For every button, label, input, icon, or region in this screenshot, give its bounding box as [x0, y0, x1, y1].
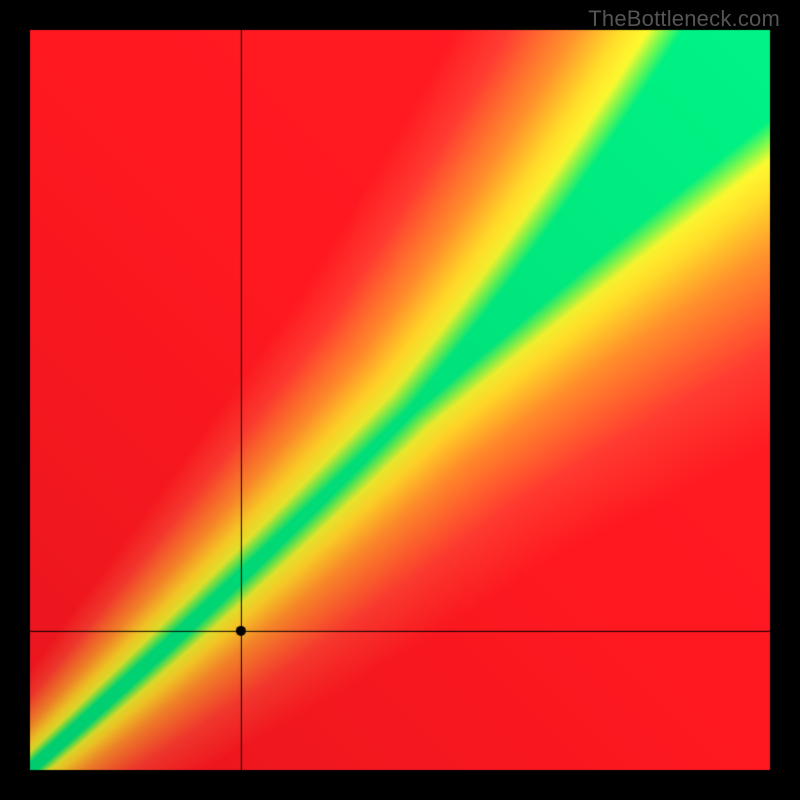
chart-container: TheBottleneck.com — [0, 0, 800, 800]
bottleneck-heatmap — [0, 0, 800, 800]
watermark: TheBottleneck.com — [588, 6, 780, 32]
